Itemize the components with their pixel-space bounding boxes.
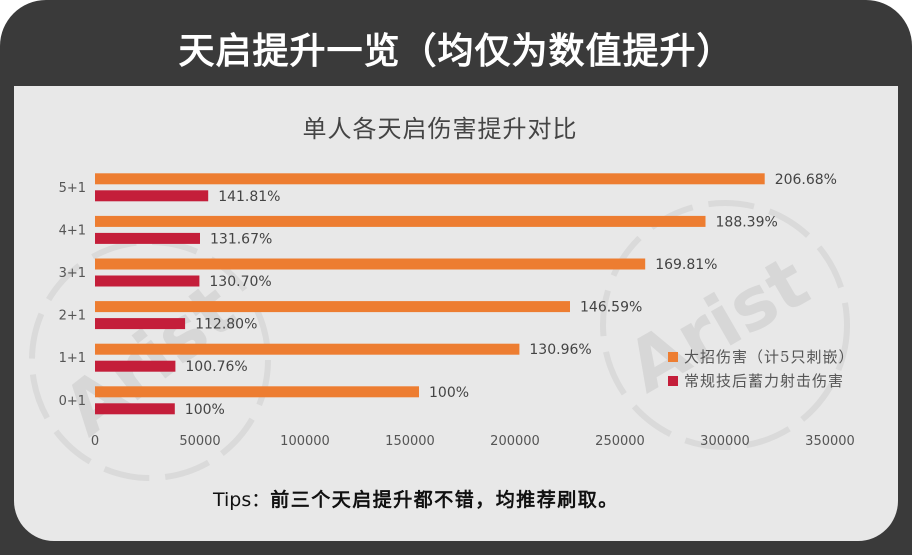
category-label: 0+1 (59, 394, 86, 409)
ultimate-damage-data-label: 130.96% (529, 342, 591, 358)
charged-shot-damage-bar (95, 360, 176, 372)
watermark-ring (600, 200, 850, 450)
x-tick-label: 200000 (490, 434, 540, 449)
category-label: 1+1 (59, 351, 86, 366)
tips-text: 前三个天启提升都不错，均推荐刷取。 (270, 489, 619, 511)
x-tick-label: 300000 (700, 434, 750, 449)
data-labels: 206.68% 141.81% 188.39% 131.67% 169.81% 130.7… (185, 172, 837, 418)
x-tick-label: 250000 (595, 434, 645, 449)
ultimate-damage-data-label: 100% (429, 385, 469, 401)
legend-swatch-orange (668, 352, 678, 362)
charged-shot-damage-data-label: 130.70% (209, 274, 271, 290)
legend-swatch-red (668, 376, 678, 386)
bar-marks (95, 173, 765, 415)
charged-shot-damage-bar (95, 275, 200, 287)
ultimate-damage-bar (95, 258, 646, 270)
charged-shot-damage-bar (95, 190, 209, 202)
ultimate-damage-bar (95, 343, 520, 355)
ultimate-damage-data-label: 146.59% (580, 300, 642, 316)
charged-shot-damage-data-label: 112.80% (195, 317, 257, 333)
charged-shot-damage-data-label: 131.67% (210, 231, 272, 247)
charged-shot-damage-bar (95, 232, 200, 244)
watermark-right: Arist (600, 200, 850, 450)
charged-shot-damage-bar (95, 403, 175, 415)
x-tick-label: 150000 (385, 434, 435, 449)
page-title: 天启提升一览（均仅为数值提升） (178, 31, 734, 72)
tips-note: Tips：前三个天启提升都不错，均推荐刷取。 (213, 486, 619, 514)
ultimate-damage-data-label: 206.68% (775, 172, 837, 188)
chart-title: 单人各天启伤害提升对比 (303, 115, 578, 143)
charged-shot-damage-data-label: 141.81% (218, 189, 280, 205)
ultimate-damage-bar (95, 386, 419, 398)
x-tick-label: 50000 (179, 434, 220, 449)
legend: 大招伤害（计5只刺嵌） 常规技后蓄力射击伤害 (668, 348, 855, 390)
x-axis-tick-labels: 0 50000 100000 150000 200000 250000 300000 3500… (91, 434, 855, 449)
legend-label: 大招伤害（计5只刺嵌） (684, 348, 855, 366)
legend-label: 常规技后蓄力射击伤害 (684, 372, 844, 390)
category-label: 3+1 (59, 266, 86, 281)
legend-item-charged-shot-damage: 常规技后蓄力射击伤害 (668, 372, 844, 390)
legend-item-ultimate-damage: 大招伤害（计5只刺嵌） (668, 348, 855, 366)
content-panel (14, 86, 898, 541)
ultimate-damage-bar (95, 215, 706, 227)
x-tick-label: 0 (91, 434, 99, 449)
ultimate-damage-bar (95, 173, 765, 185)
category-label: 5+1 (59, 181, 86, 196)
category-label: 2+1 (59, 309, 86, 324)
charged-shot-damage-bar (95, 318, 186, 330)
tips-label: Tips： (213, 489, 271, 511)
ultimate-damage-data-label: 188.39% (716, 214, 778, 230)
charged-shot-damage-data-label: 100% (185, 402, 225, 418)
x-tick-label: 350000 (805, 434, 855, 449)
ultimate-damage-bar (95, 301, 570, 313)
y-axis-category-labels: 5+1 4+1 3+1 2+1 1+1 0+1 (59, 181, 86, 409)
x-tick-label: 100000 (280, 434, 330, 449)
ultimate-damage-data-label: 169.81% (655, 257, 717, 273)
charged-shot-damage-data-label: 100.76% (185, 359, 247, 375)
category-label: 4+1 (59, 223, 86, 238)
watermark-ring (29, 239, 271, 481)
